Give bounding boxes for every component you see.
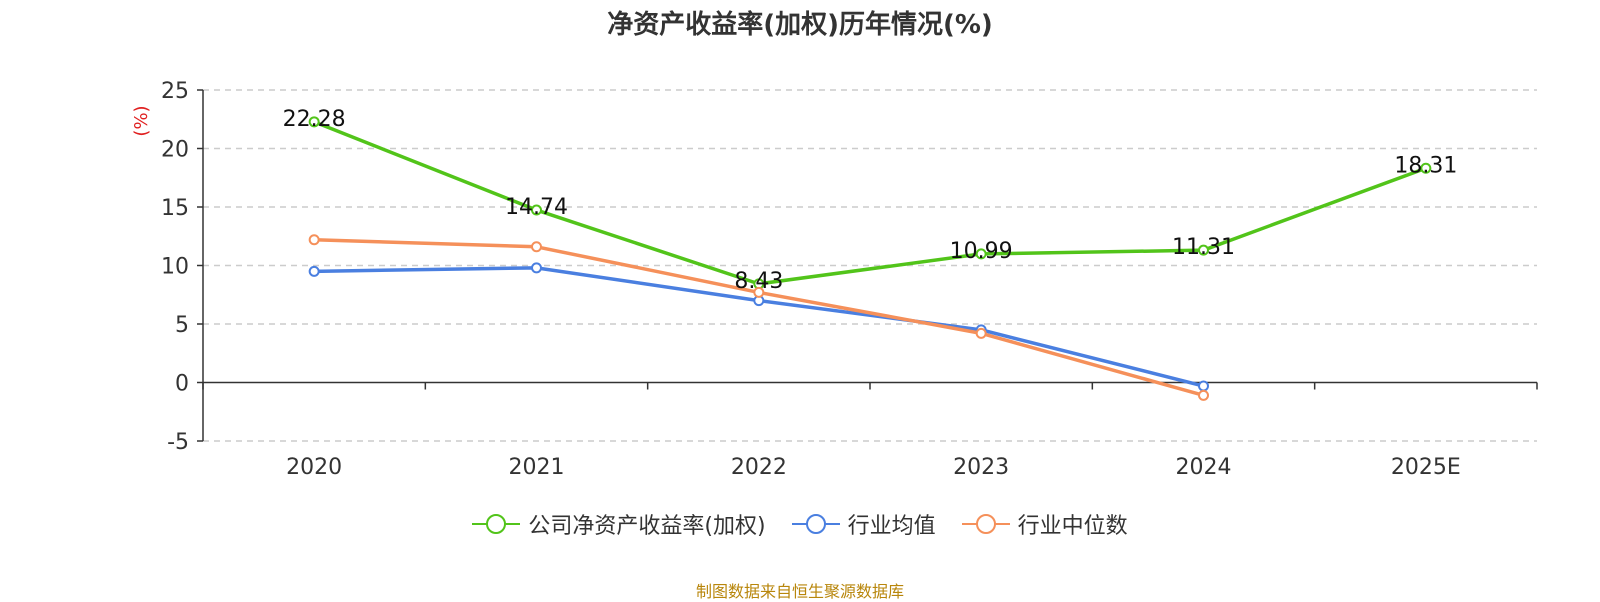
x-tick-label: 2022	[731, 455, 787, 480]
legend-item[interactable]: 行业均值	[791, 508, 936, 540]
data-point	[1420, 162, 1432, 174]
grid-lines	[203, 89, 1537, 442]
series-line-2	[314, 238, 1204, 398]
data-point	[1198, 244, 1209, 256]
source-note: 制图数据来自恒生聚源数据库	[695, 582, 904, 601]
y-tick-label: -5	[167, 430, 189, 455]
x-tick-label: 2023	[953, 455, 1009, 480]
y-tick-label: 20	[161, 138, 189, 163]
data-label: 14.74	[505, 195, 568, 220]
legend-swatch-icon	[472, 514, 521, 534]
legend-label: 行业均值	[847, 514, 936, 539]
data-label: 11.31	[1172, 235, 1235, 260]
x-tick-label: 2021	[509, 455, 565, 480]
data-point	[753, 286, 765, 298]
data-label: 8.43	[734, 269, 783, 294]
legend-item[interactable]: 公司净资产收益率(加权)	[472, 508, 766, 540]
data-label: 18.31	[1394, 153, 1457, 178]
legend-item[interactable]: 行业中位数	[961, 508, 1128, 540]
data-labels: 22.28 14.74 8.43 10.99 11.31 18.31	[283, 107, 1458, 294]
data-label: 10.99	[950, 239, 1013, 264]
legend-label: 公司净资产收益率(加权)	[528, 514, 766, 539]
data-point	[1198, 389, 1209, 401]
data-point	[531, 204, 542, 216]
data-point	[531, 262, 542, 274]
y-tick-label: 15	[161, 196, 189, 221]
data-point	[308, 116, 320, 128]
data-point	[308, 265, 320, 277]
axes: -5 0 5 10 15 20 25 2020 2021 2022 2023 2024 2025E	[161, 79, 1538, 480]
x-tick-label: 2024	[1176, 455, 1232, 480]
y-tick-label: 5	[175, 313, 189, 338]
y-tick-label: 10	[161, 255, 189, 280]
y-tick-label: 0	[175, 372, 189, 397]
legend-label: 行业中位数	[1017, 514, 1128, 539]
data-point	[975, 327, 987, 339]
x-tick-label: 2025E	[1391, 455, 1461, 480]
data-label: 22.28	[283, 107, 346, 132]
data-point	[1198, 380, 1209, 392]
data-point	[531, 241, 542, 253]
y-tick-label: 25	[161, 79, 189, 104]
data-point	[975, 248, 987, 260]
legend-swatch-icon	[961, 514, 1010, 534]
series-lines	[308, 116, 1432, 401]
legend-swatch-icon	[791, 514, 840, 534]
data-point	[308, 234, 320, 246]
series-line-0	[313, 120, 1427, 286]
legend: 公司净资产收益率(加权) 行业均值 行业中位数	[0, 508, 1600, 540]
chart-title: 净资产收益率(加权)历年情况(%)	[607, 10, 993, 40]
y-axis-label: (%)	[131, 105, 152, 136]
x-tick-label: 2020	[286, 455, 342, 480]
